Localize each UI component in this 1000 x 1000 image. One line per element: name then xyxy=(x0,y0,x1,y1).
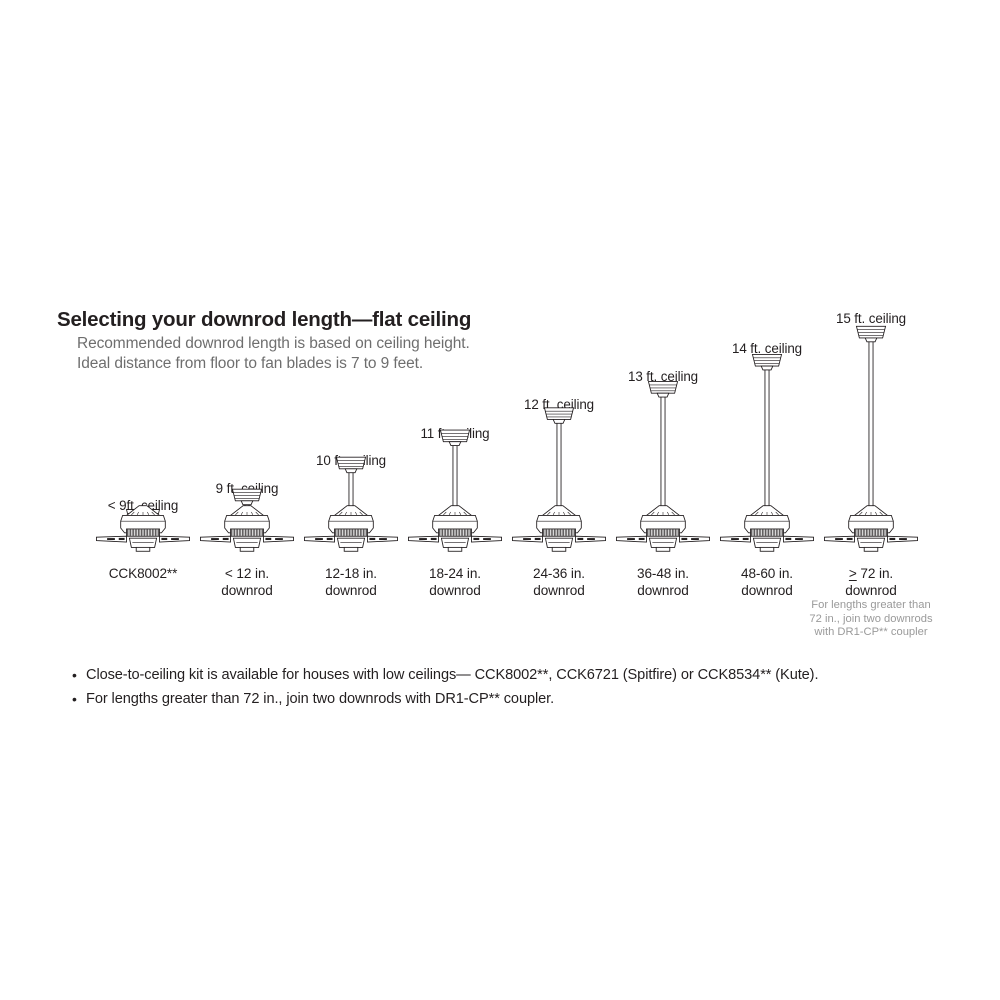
fan-column-downrod-24-36: 12 ft. ceiling 24-36 in. downrod xyxy=(499,0,619,1000)
fan-column-cck8002: < 9ft. ceiling CCK8002** xyxy=(83,0,203,1000)
downrod-length-label: 12-18 in. downrod xyxy=(324,566,377,598)
ceiling-fan-illustration xyxy=(512,407,606,552)
downrod-length-label: 48-60 in. downrod xyxy=(740,566,793,598)
ceiling-height-label: 12 ft. ceiling xyxy=(523,397,595,412)
ceiling-fan-illustration xyxy=(304,456,398,552)
fan-column-downrod-72: 15 ft. ceiling > 72 in. downrod For length… xyxy=(809,0,932,1000)
bullet-dot-icon: • xyxy=(72,667,77,683)
downrod-length-label: 18-24 in. downrod xyxy=(428,566,481,598)
coupler-footnote: For lengths greater than 72 in., join tw… xyxy=(809,599,933,639)
ceiling-height-label: 13 ft. ceiling xyxy=(627,369,699,384)
ceiling-height-label: 15 ft. ceiling xyxy=(835,311,907,326)
downrod-length-label: 24-36 in. downrod xyxy=(532,566,585,598)
ceiling-fan-illustration xyxy=(616,381,710,552)
fan-column-downrod-36-48: 13 ft. ceiling 36-48 in. downrod xyxy=(603,0,723,1000)
downrod-length-label: CCK8002** xyxy=(108,566,178,581)
fan-column-downrod-12: 9 ft. ceiling < 12 in. downrod xyxy=(187,0,307,1000)
ceiling-height-label: 14 ft. ceiling xyxy=(731,341,803,356)
note-text: For lengths greater than 72 in., join tw… xyxy=(86,691,555,707)
ceiling-fan-illustration xyxy=(824,325,918,552)
downrod-length-label: < 12 in. downrod xyxy=(221,566,273,598)
page-title: Selecting your downrod length—flat ceili… xyxy=(57,308,472,331)
fan-column-downrod-48-60: 14 ft. ceiling 48-60 in. downrod xyxy=(707,0,827,1000)
notes-list: • Close-to-ceiling kit is available for h… xyxy=(72,665,972,713)
downrod-length-label: 36-48 in. downrod xyxy=(636,566,689,598)
ceiling-height-label: 9 ft. ceiling xyxy=(215,481,279,496)
ceiling-fan-illustration xyxy=(96,505,190,552)
ceiling-fan-illustration xyxy=(720,353,814,552)
note-item: • For lengths greater than 72 in., join t… xyxy=(72,689,972,709)
bullet-dot-icon: • xyxy=(72,691,77,707)
note-text: Close-to-ceiling kit is available for ho… xyxy=(86,667,819,683)
downrod-length-label: > 72 in. downrod xyxy=(845,566,897,598)
ceiling-fan-illustration xyxy=(408,429,502,552)
note-item: • Close-to-ceiling kit is available for h… xyxy=(72,665,972,685)
ceiling-fan-illustration xyxy=(200,488,294,552)
page-subtitle: Recommended downrod length is based on c… xyxy=(77,335,470,372)
